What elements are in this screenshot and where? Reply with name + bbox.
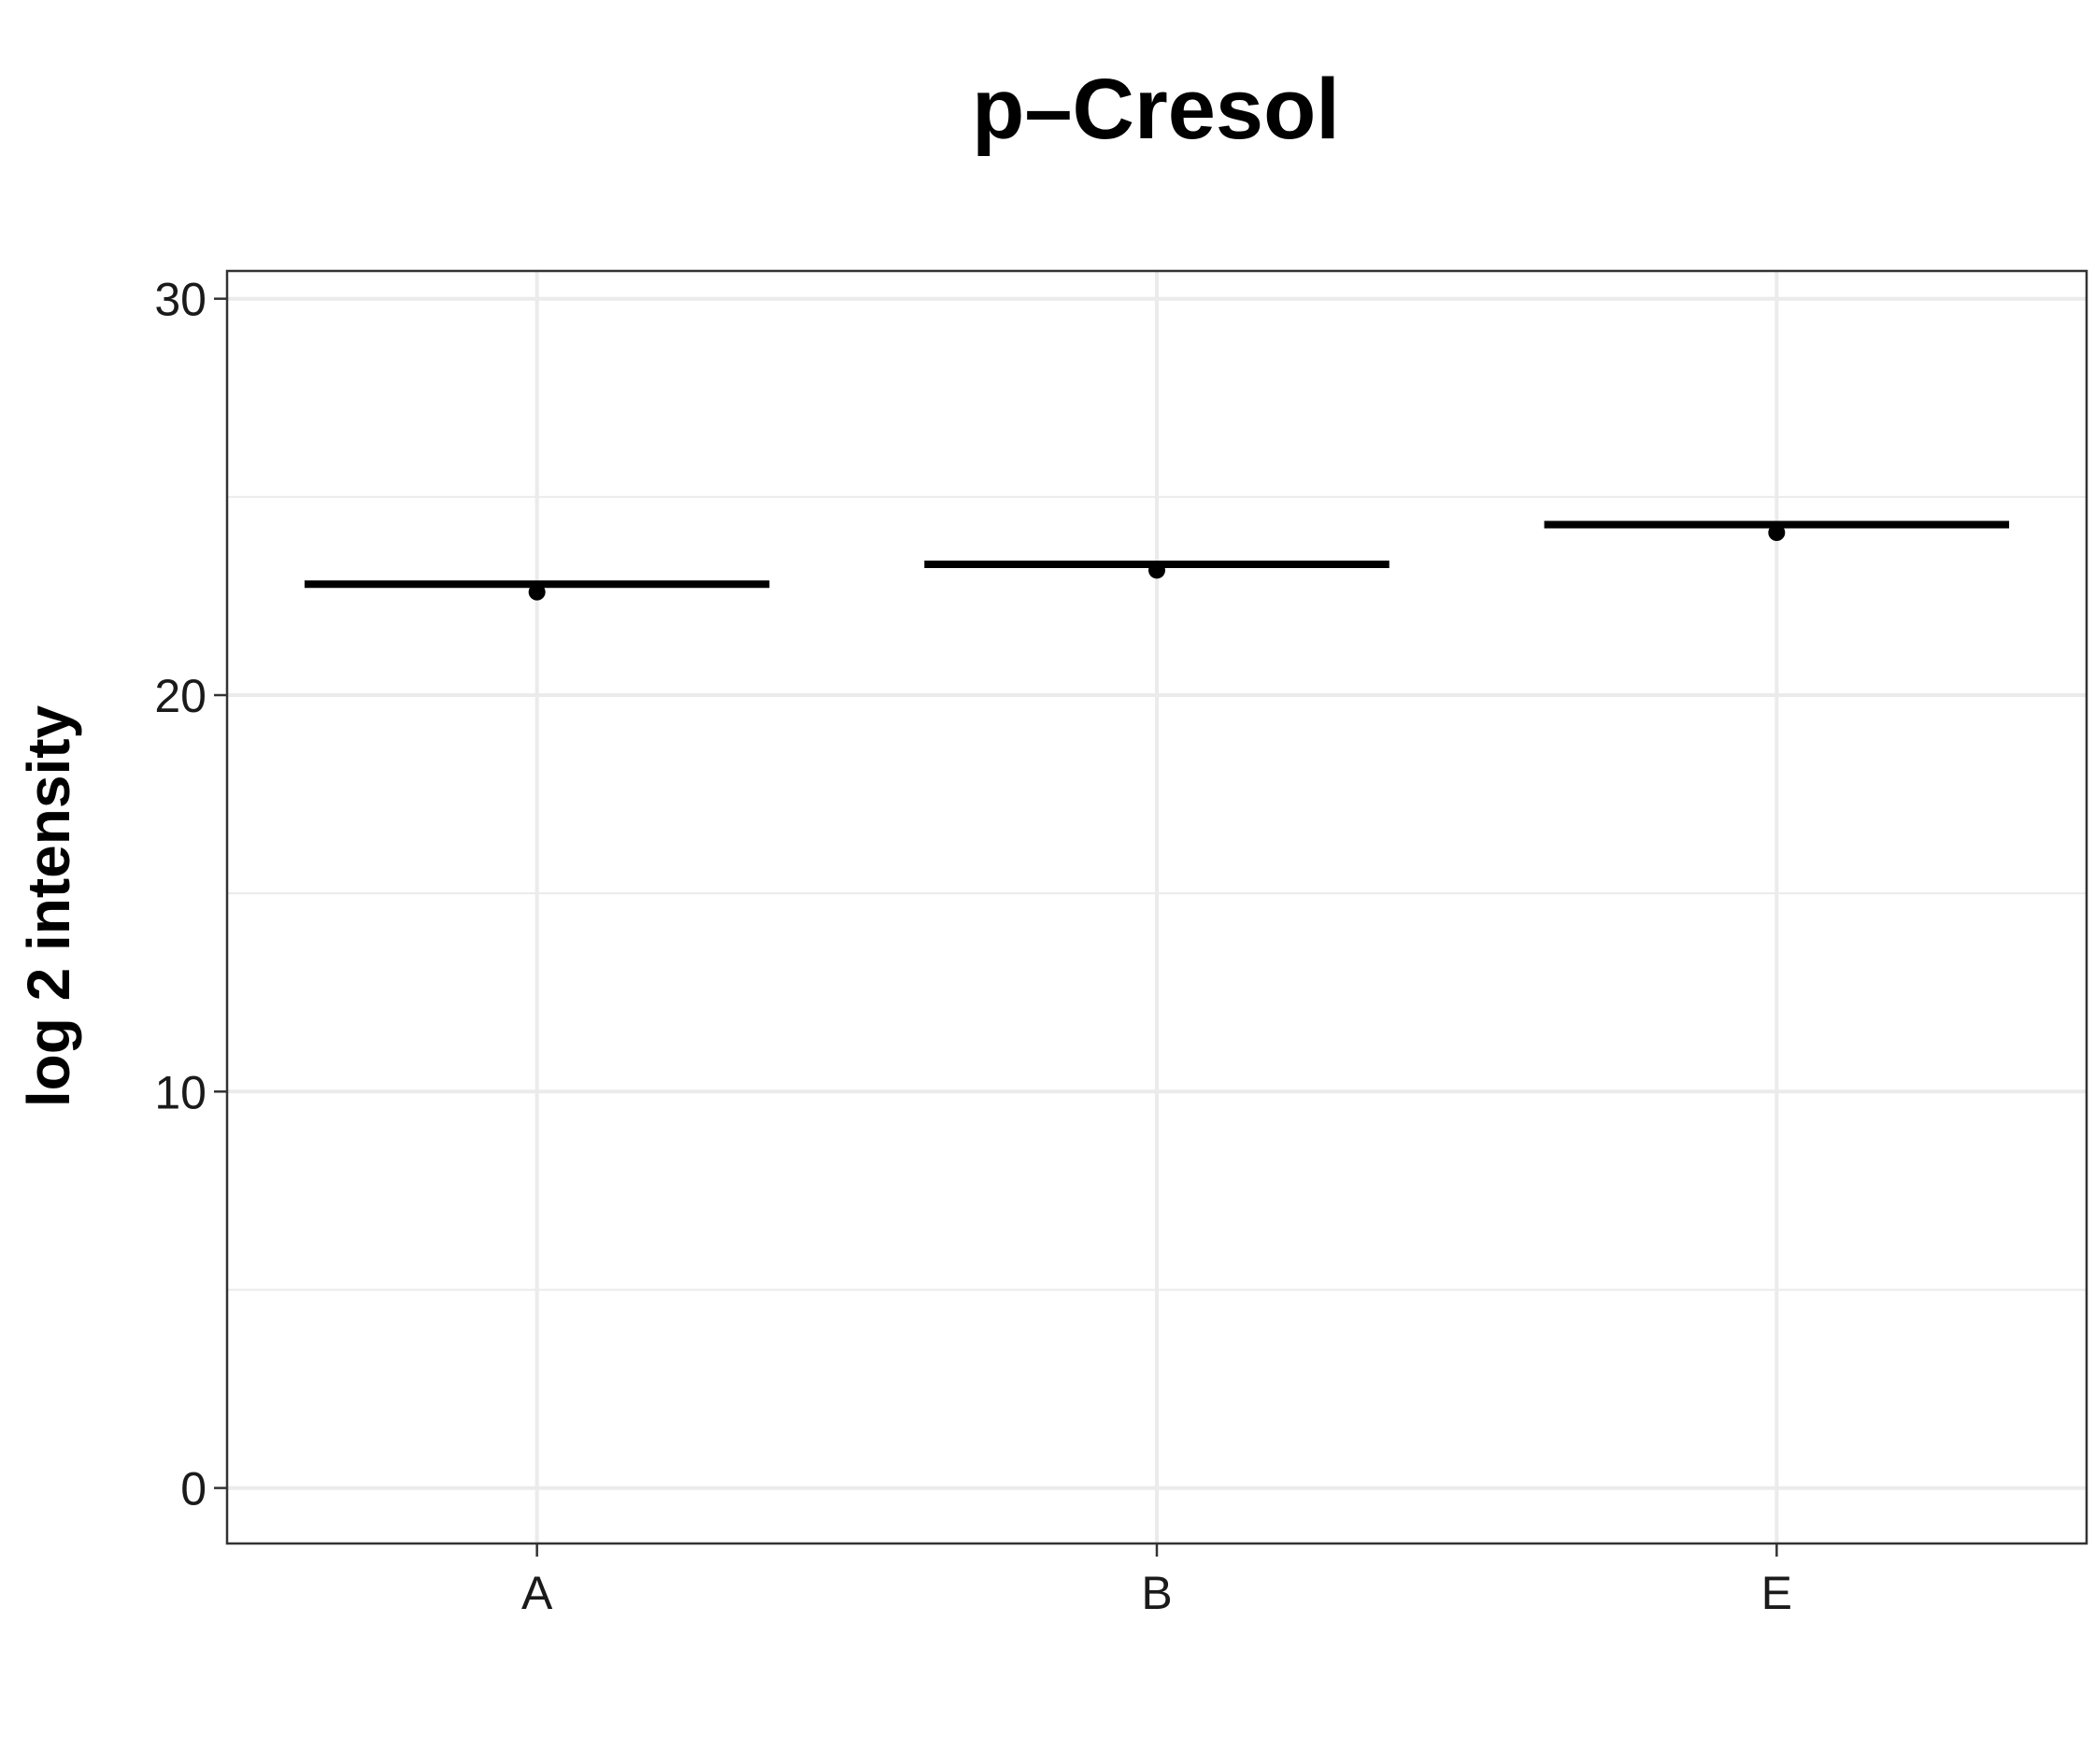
chart-title: p–Cresol [972, 62, 1340, 157]
data-point-E [1768, 524, 1786, 542]
data-marks [304, 520, 2010, 601]
y-tick-label: 30 [154, 274, 207, 326]
x-tick-label-E: E [1761, 1567, 1792, 1619]
y-tick-label: 10 [154, 1066, 207, 1118]
data-point-B [1148, 562, 1165, 579]
y-tick-label: 20 [154, 670, 207, 722]
data-point-A [528, 583, 546, 601]
grid-lines [227, 271, 2087, 1544]
plot-panel [225, 269, 2088, 1545]
y-axis: 0 10 20 30 [154, 274, 227, 1515]
x-tick-label-A: A [521, 1567, 553, 1619]
y-axis-label: log 2 intensity [15, 704, 82, 1107]
x-tick-label-B: B [1141, 1567, 1172, 1619]
y-tick-label: 0 [180, 1463, 207, 1515]
